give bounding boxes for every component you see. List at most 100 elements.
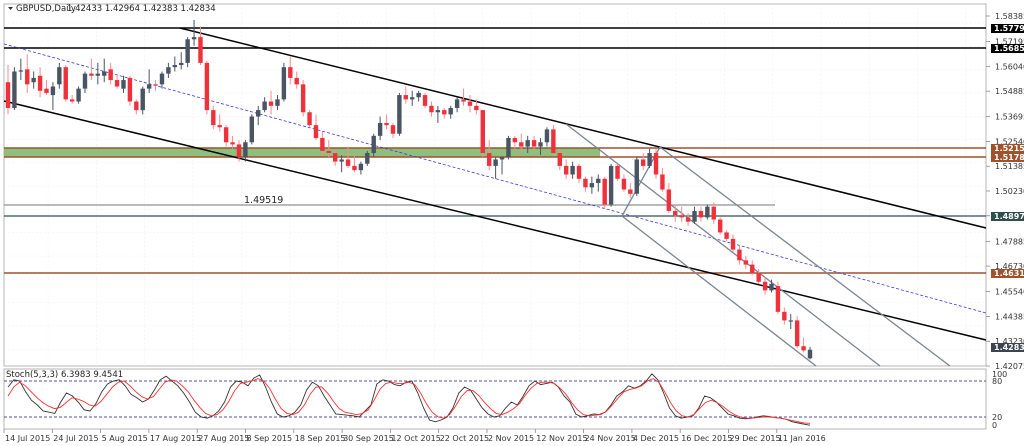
candle [256,110,261,117]
candle [467,101,473,106]
date-tick-label: 27 Aug 2015 [198,434,249,443]
level-label-148977: 1.48977 [994,212,1024,221]
pitchfork-lines [565,123,951,367]
candle [198,37,203,63]
triangle-down-icon[interactable] [8,7,13,10]
candle [37,75,43,91]
date-tick-label: 24 Nov 2015 [585,434,636,443]
candle [474,105,479,111]
candlestick-series [5,19,813,360]
price-tick-label: 1.43230 [995,337,1024,346]
level-label-151782: 1.51782 [994,153,1024,162]
candle [18,70,24,72]
level-label-157790: 1.57790 [994,24,1024,33]
price-annotation: 1.49519 [244,195,283,206]
horizontal-levels [4,27,986,274]
candle [551,129,556,154]
main-price-panel[interactable] [3,3,987,367]
candle [230,142,235,145]
candle [416,92,421,98]
candle [262,101,267,111]
price-tick-label: 1.57195 [995,38,1024,47]
candle [89,73,94,76]
price-tick-label: 1.53695 [995,113,1024,122]
date-axis: 14 Jul 2015 24 Jul 2015 5 Aug 2015 17 Aug 2… [3,429,826,443]
candle [499,157,505,160]
candle [191,37,197,40]
candle [634,159,639,194]
candle [608,165,614,205]
stoch-main-line [7,373,811,426]
date-tick-label: 22 Oct 2015 [440,434,489,443]
candle [538,142,543,147]
candle [794,320,800,347]
candle [570,165,575,175]
candle [679,215,684,218]
price-tick-label: 1.51385 [995,162,1024,171]
candle [108,69,113,81]
candle [525,140,530,147]
candle [82,73,88,89]
date-tick-label: 16 Dec 2015 [681,434,732,443]
candle [512,138,518,143]
candle [25,69,30,85]
candle [410,97,415,100]
support-zone [4,148,600,157]
candle [390,125,396,134]
candle [76,88,81,102]
candle [146,84,152,89]
price-tick-label: 1.47885 [995,237,1024,246]
stoch-axis: 100 80 20 0 [992,370,1007,430]
candle [31,77,36,83]
candle [750,264,755,274]
candle [583,178,588,188]
date-tick-label: 2 Nov 2015 [488,434,534,443]
candle [243,142,248,158]
price-tick-label: 1.54885 [995,87,1024,96]
candle [602,178,607,205]
candle [12,71,17,108]
symbol-label: GBPUSD,Daily [16,4,76,14]
stochastic-panel[interactable] [3,368,987,430]
candle [807,349,813,359]
candle [185,39,190,63]
candle [660,174,665,190]
date-tick-label: 17 Aug 2015 [150,434,201,443]
candle [487,153,492,166]
candle [429,105,434,113]
candle [211,110,216,126]
ohlc-label: 1.42433 1.42964 1.42383 1.42834 [67,4,216,14]
candle [217,125,222,128]
price-tick-label: 1.52540 [995,137,1024,146]
candle [300,84,306,113]
date-tick-label: 12 Oct 2015 [391,434,440,443]
candle [519,142,524,147]
current-price-label: 1.42834 [994,343,1024,352]
svg-text:100: 100 [992,370,1007,379]
candle [705,206,710,218]
candle [63,67,68,100]
candle [493,159,498,166]
date-tick-label: 8 Sep 2015 [247,434,293,443]
candle [435,110,441,113]
candle [69,99,75,102]
candle [320,138,325,151]
channel-upper-line [179,27,987,229]
date-tick-label: 29 Dec 2015 [730,434,781,443]
candle [454,99,460,108]
candle [134,101,139,111]
candle [698,210,704,218]
candle [127,77,133,102]
candle [563,165,569,175]
svg-text:80: 80 [992,377,1002,386]
date-tick-label: 30 Sep 2015 [343,434,394,443]
candle [358,163,364,171]
candle [775,286,781,312]
candle [333,153,338,162]
candle [159,73,165,85]
candle [377,122,383,136]
candle [179,62,184,66]
candle [44,88,49,93]
